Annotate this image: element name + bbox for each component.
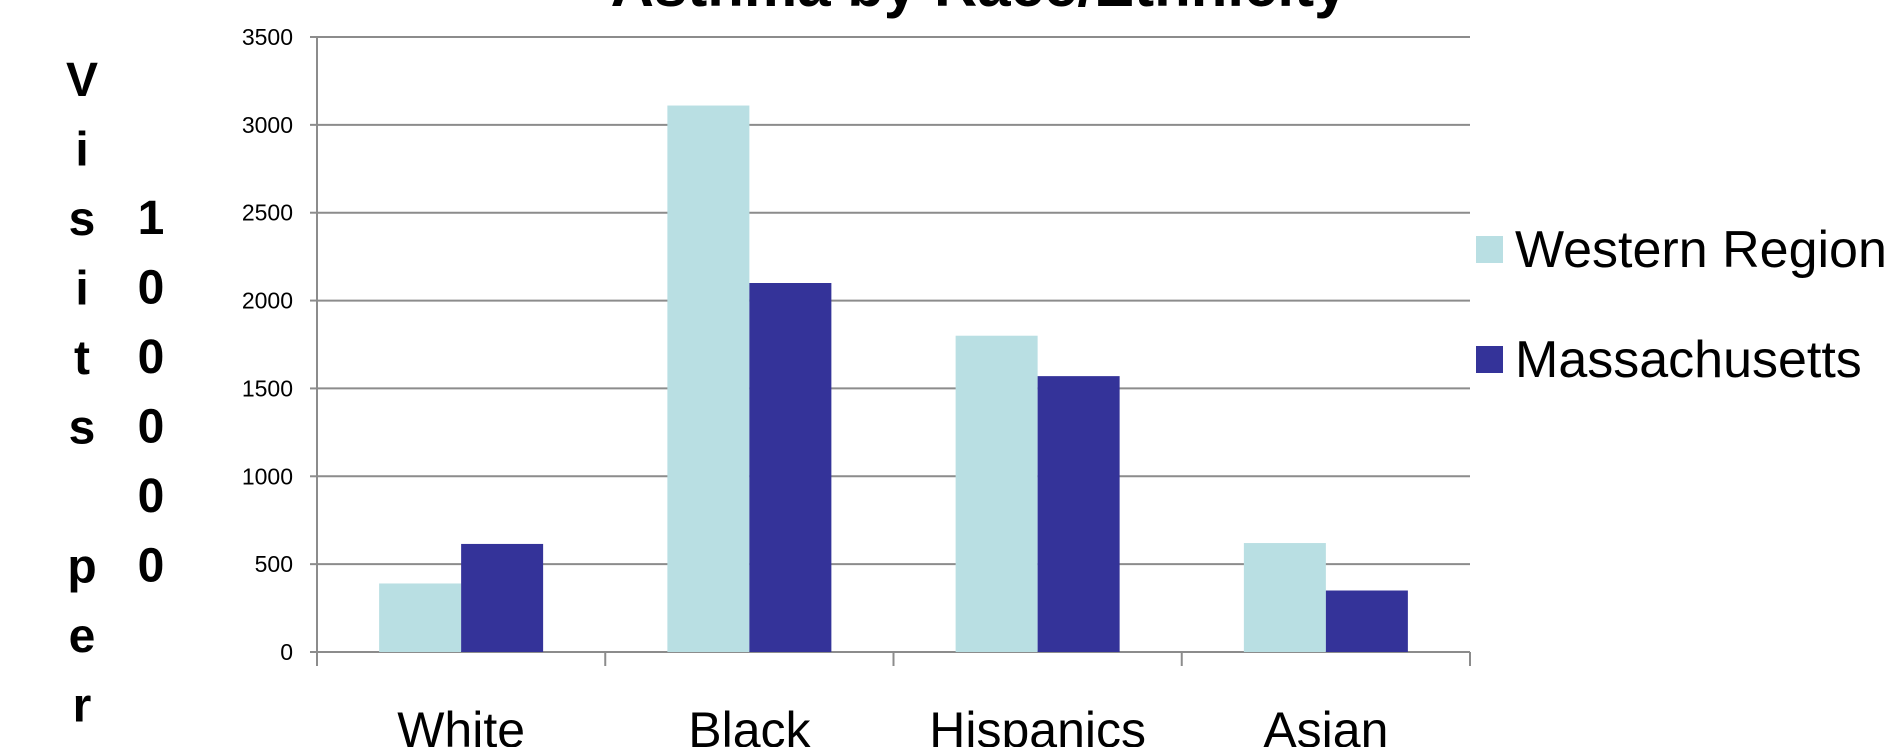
y-tick-label: 0	[280, 639, 293, 665]
legend: Western Region Massachusetts	[1476, 221, 1887, 389]
bar-western-region-white	[379, 583, 462, 652]
x-tick-label: Asian	[1263, 702, 1388, 747]
x-axis-labels: White Black Hispanics Asian	[397, 702, 1388, 747]
gridlines	[317, 36, 1470, 566]
y-axis-label-char: t	[74, 332, 90, 385]
x-tick-label: Black	[688, 702, 811, 747]
x-tick-label: White	[397, 702, 525, 747]
y-tick-label: 1000	[242, 463, 293, 489]
y-tick-label: 3500	[242, 24, 293, 50]
y-axis-label-char: p	[67, 541, 96, 594]
chart-title: Asthma by Race/Ethnicity	[611, 0, 1349, 19]
bar-massachusetts-black	[749, 283, 832, 652]
y-axis-label-char: e	[69, 610, 96, 663]
y-axis-label-char: r	[73, 680, 92, 733]
legend-label: Western Region	[1515, 221, 1887, 279]
bar-western-region-black	[667, 105, 750, 653]
bar-massachusetts-asian	[1325, 590, 1408, 652]
legend-swatch	[1476, 236, 1503, 263]
bar-massachusetts-hispanics	[1037, 376, 1120, 652]
y-tick-label: 3000	[242, 112, 293, 138]
y-axis-label-char: 0	[138, 262, 165, 315]
bar-massachusetts-white	[461, 543, 544, 652]
y-axis-label-char: s	[69, 402, 96, 455]
legend-label: Massachusetts	[1515, 331, 1862, 389]
y-axis-label-char: 0	[138, 331, 165, 384]
y-tick-label: 1500	[242, 375, 293, 401]
y-tick-label: 500	[255, 551, 293, 577]
y-axis-label-char: V	[66, 54, 98, 107]
y-axis-label-char: 0	[138, 470, 165, 523]
bar-western-region-hispanics	[955, 335, 1038, 652]
x-tick-label: Hispanics	[929, 702, 1146, 747]
y-tick-label: 2000	[242, 288, 293, 314]
y-tick-label: 2500	[242, 200, 293, 226]
y-axis-label-char: 1	[138, 192, 165, 245]
bar-western-region-asian	[1243, 543, 1326, 652]
legend-swatch	[1476, 346, 1503, 373]
y-axis-label-char: s	[69, 193, 96, 246]
y-axis-label-char: 0	[138, 401, 165, 454]
y-axis-label-char: 0	[138, 540, 165, 593]
y-axis-label-char: i	[75, 124, 88, 177]
y-axis-label-char: i	[75, 263, 88, 316]
bars	[379, 105, 1408, 653]
y-axis-ticks: 0 500 1000 1500 2000 2500 3000 3500	[242, 24, 293, 665]
